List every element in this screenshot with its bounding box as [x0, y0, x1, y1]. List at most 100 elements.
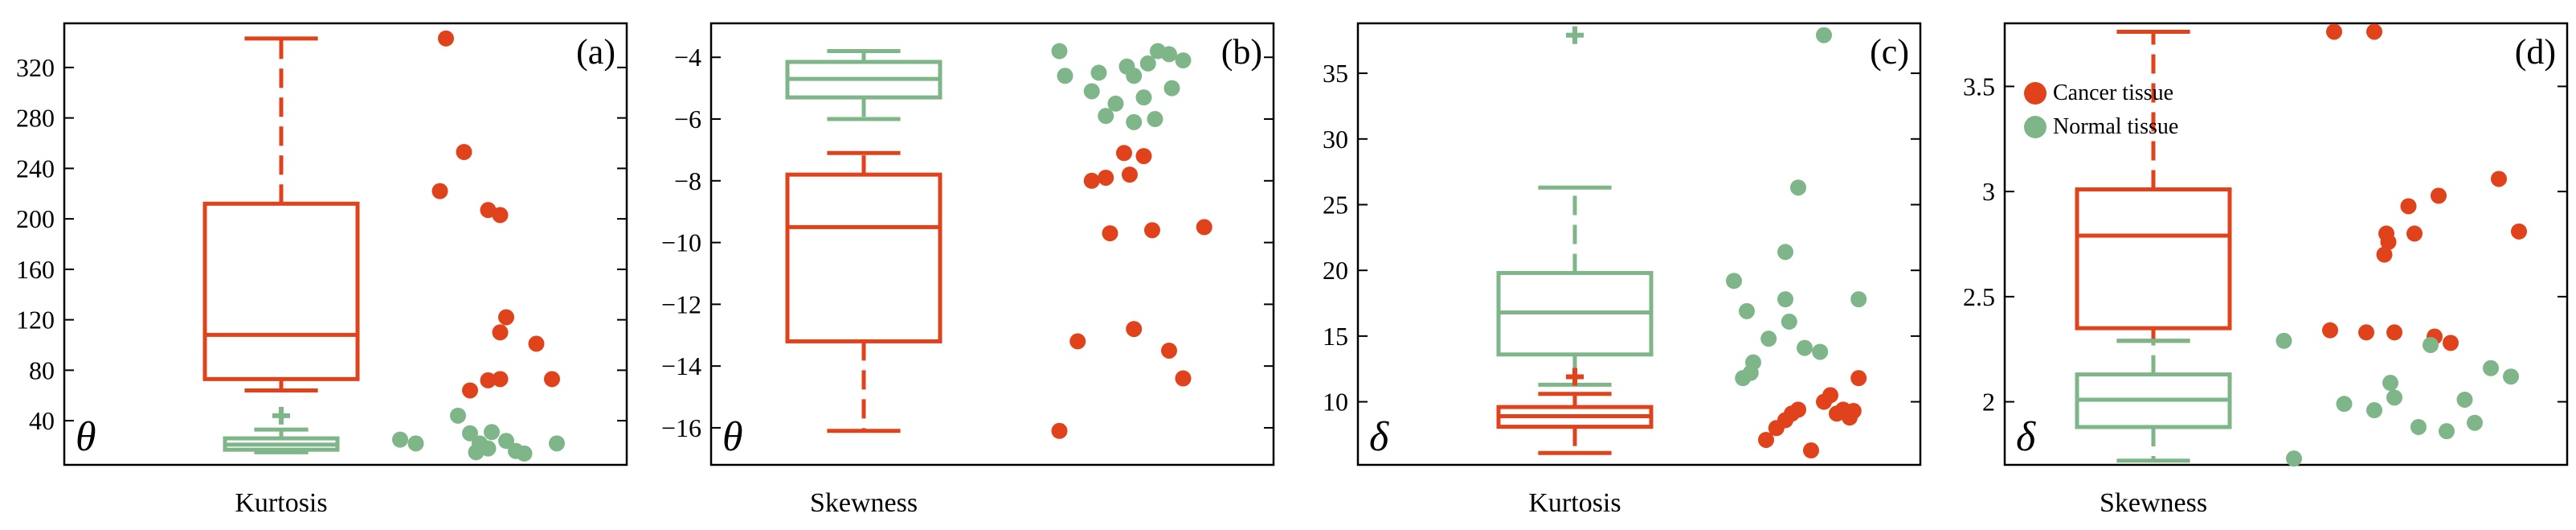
data-point: [1739, 302, 1755, 319]
data-point: [2275, 332, 2292, 349]
data-point: [462, 425, 478, 442]
data-point: [1090, 64, 1107, 81]
data-point: [1760, 331, 1777, 347]
data-point: [450, 407, 466, 424]
y-tick-label: 120: [16, 306, 55, 335]
data-point: [1822, 387, 1838, 404]
data-point: [480, 440, 497, 457]
data-point: [2382, 375, 2398, 392]
y-tick-label: 2: [1982, 388, 1995, 417]
box-normal: [785, 49, 942, 121]
data-point: [1812, 343, 1829, 360]
data-point: [1144, 222, 1160, 239]
data-point: [498, 309, 514, 326]
panel-b: −16 −14 −12 −10 −8 −6 −4 (b) θ Skewness: [661, 22, 1275, 518]
y-axis-label: δ: [2016, 414, 2036, 460]
data-point: [484, 424, 500, 441]
data-point: [2503, 368, 2519, 385]
box-cancer: [1496, 368, 1654, 455]
y-tick-label: 200: [16, 204, 55, 233]
y-tick-label: −10: [661, 228, 701, 257]
data-point: [1161, 46, 1177, 63]
data-point: [2410, 418, 2427, 435]
outlier-marker: [272, 406, 290, 425]
scatter-normal: [392, 407, 565, 462]
scatter-normal: [1051, 43, 1192, 130]
legend: Cancer tissue Normal tissue: [2024, 80, 2178, 139]
data-point: [462, 382, 478, 399]
y-tick-label: 280: [16, 104, 55, 133]
data-point: [544, 371, 560, 388]
y-tick-label: 320: [16, 53, 55, 82]
data-point: [1745, 354, 1761, 371]
data-point: [1196, 219, 1212, 236]
data-point: [1069, 333, 1086, 350]
data-point: [1161, 342, 1177, 359]
data-point: [456, 143, 472, 160]
y-tick-label: −6: [674, 105, 701, 134]
x-axis-label: Kurtosis: [235, 488, 327, 518]
data-point: [1107, 95, 1124, 112]
data-point: [1051, 43, 1068, 60]
y-tick-label: 10: [1323, 388, 1348, 417]
data-point: [2511, 223, 2527, 240]
data-point: [480, 372, 497, 388]
data-point: [1126, 321, 1143, 338]
data-point: [1083, 172, 1100, 189]
plot-frame: [2003, 22, 2569, 466]
data-point: [492, 371, 509, 388]
data-point: [2483, 359, 2499, 376]
legend-label: Normal tissue: [2053, 114, 2178, 139]
data-point: [480, 202, 497, 219]
data-point: [2326, 23, 2342, 40]
data-point: [2380, 233, 2397, 250]
data-point: [1726, 273, 1742, 290]
panel-label: (b): [1221, 32, 1262, 72]
data-point: [468, 444, 485, 461]
data-point: [1122, 166, 1138, 183]
data-point: [492, 207, 509, 224]
data-point: [549, 435, 565, 452]
y-tick-label: −12: [661, 290, 701, 318]
data-point: [2456, 391, 2473, 408]
data-point: [516, 445, 533, 462]
x-axis-label: Skewness: [2100, 488, 2207, 518]
y-tick-label: −4: [674, 43, 701, 72]
x-axis-label: Skewness: [810, 488, 918, 518]
data-point: [1797, 339, 1813, 356]
panel-c: 10 15 20 25 30 35 (c) δ Kurtosis: [1323, 22, 1922, 518]
data-point: [2336, 396, 2353, 413]
scatter-cancer: [1051, 145, 1212, 439]
data-point: [1135, 89, 1152, 106]
y-tick-label: 20: [1323, 256, 1348, 285]
data-point: [498, 433, 514, 450]
y-tick-label: −14: [661, 351, 701, 380]
data-point: [1098, 108, 1114, 125]
y-tick-label: 2.5: [1963, 282, 1995, 311]
box-cancer: [2075, 29, 2232, 343]
data-point: [407, 435, 424, 452]
box-iqr: [785, 172, 942, 343]
data-point: [2443, 335, 2459, 351]
data-point: [2431, 187, 2447, 204]
box-cancer: [202, 36, 360, 392]
data-point: [1126, 68, 1143, 84]
data-point: [2423, 336, 2439, 353]
y-tick-label: 40: [29, 406, 55, 435]
box-normal: [1496, 26, 1654, 387]
legend-marker: [2024, 116, 2046, 138]
data-point: [1135, 148, 1152, 165]
y-tick-label: 160: [16, 255, 55, 284]
data-point: [1163, 80, 1180, 97]
legend-marker: [2024, 82, 2046, 105]
data-point: [1098, 169, 1114, 186]
scatter-cancer: [2322, 23, 2527, 351]
y-tick-label: −16: [661, 413, 701, 442]
data-point: [438, 30, 454, 47]
outlier-marker: [1566, 26, 1584, 44]
data-point: [1147, 111, 1163, 128]
data-point: [2366, 23, 2382, 40]
y-tick-label: 25: [1323, 190, 1348, 219]
box-cancer: [785, 150, 942, 433]
scatter-normal: [1726, 27, 1867, 387]
